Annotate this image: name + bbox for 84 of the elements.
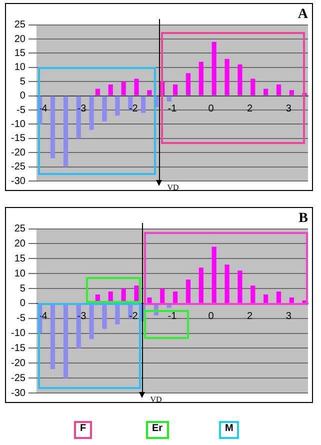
y-tick-label: 20 [14, 238, 26, 250]
y-tick-label: -30 [11, 388, 26, 399]
bar [276, 84, 282, 96]
bar [160, 288, 165, 303]
y-tick-label: -5 [16, 104, 26, 116]
bar [212, 42, 216, 96]
bar [198, 268, 204, 303]
y-tick-label: -25 [11, 162, 26, 173]
y-tick-label: 10 [14, 62, 26, 74]
bar [89, 304, 94, 340]
text: M [219, 421, 240, 439]
bar [121, 82, 126, 96]
bar [147, 90, 152, 96]
bar [186, 73, 191, 96]
bar [134, 78, 139, 96]
y-tick-label: -10 [11, 118, 26, 130]
y-tick-label: 0 [20, 298, 26, 310]
y-tick-label: 25 [14, 224, 26, 235]
y-tick-label: -5 [16, 313, 26, 324]
bar [166, 96, 172, 102]
y-tick-label: 15 [14, 48, 26, 59]
x-tick-label: -2 [128, 104, 138, 115]
text: VD [167, 183, 179, 192]
bar [212, 246, 216, 303]
y-tick-label: 5 [20, 283, 26, 294]
x-tick-label: 2 [247, 104, 254, 115]
chart-title: B [298, 211, 308, 226]
text: VD [150, 395, 162, 404]
chart-title: A [298, 7, 309, 22]
y-tick-label: -30 [11, 176, 26, 187]
bar [172, 84, 178, 96]
bar [264, 294, 268, 303]
y-tick-label: -20 [11, 358, 26, 369]
x-tick-label: -1 [168, 104, 178, 115]
bar [224, 264, 230, 303]
bar [289, 90, 294, 96]
bar [198, 62, 204, 96]
x-tick-label: -2 [128, 311, 138, 322]
bar [224, 58, 230, 96]
bar [264, 88, 268, 96]
y-tick-label: 5 [20, 76, 26, 88]
bar [95, 88, 100, 96]
y-tick-label: -25 [11, 372, 26, 384]
bar [147, 297, 152, 303]
y-tick-label: 0 [20, 90, 26, 102]
x-tick-label: 0 [208, 311, 214, 322]
bar [250, 78, 256, 96]
x-tick-label: -1 [168, 311, 178, 322]
x-tick-label: -4 [38, 104, 48, 115]
text: F [74, 421, 92, 439]
y-tick-label: 10 [14, 268, 26, 280]
bar [238, 270, 242, 303]
y-tick-label: 15 [14, 253, 26, 264]
x-tick-label: 3 [286, 311, 292, 322]
bar [115, 304, 120, 324]
y-tick-label: -20 [11, 147, 26, 158]
bar [140, 96, 146, 113]
y-tick-label: 20 [14, 34, 26, 45]
bar [102, 96, 107, 122]
bar [115, 96, 120, 116]
bar [276, 291, 282, 303]
bar [50, 304, 56, 370]
bar [89, 96, 94, 130]
bar [238, 64, 242, 96]
bar [102, 304, 107, 329]
bar [108, 84, 113, 96]
bar [63, 304, 68, 378]
x-tick-label: 0 [208, 104, 214, 115]
x-tick-label: 3 [286, 104, 292, 115]
bar [289, 297, 294, 303]
x-tick-label: -3 [77, 104, 87, 115]
y-tick-label: -15 [11, 133, 26, 144]
text: Er [146, 421, 169, 439]
y-tick-label: 25 [14, 20, 26, 31]
bar [172, 291, 178, 303]
bar [63, 96, 68, 167]
y-tick-label: -15 [11, 342, 26, 354]
x-tick-label: -3 [77, 311, 87, 322]
x-tick-label: -4 [38, 311, 48, 322]
bar [50, 96, 56, 158]
bar [186, 280, 191, 303]
bar [250, 286, 256, 303]
y-tick-label: -10 [11, 328, 26, 340]
x-tick-label: 2 [247, 311, 254, 322]
